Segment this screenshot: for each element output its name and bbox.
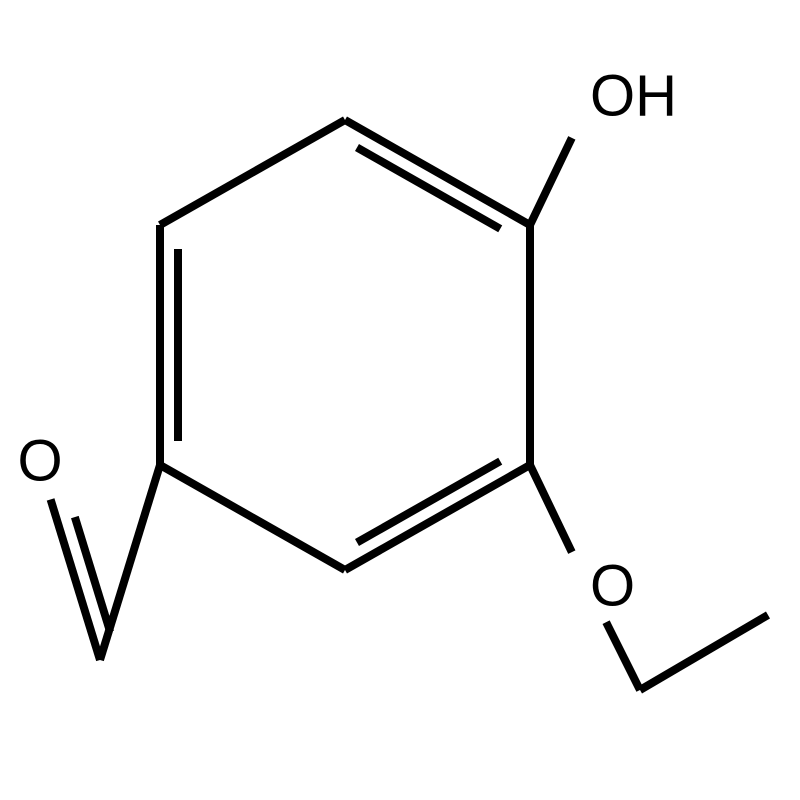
bond-c5-c6 — [345, 465, 530, 570]
bond-c6-c1 — [160, 465, 345, 570]
atom-label-oet: O — [590, 553, 635, 618]
bond-c5-c6-inner — [357, 461, 500, 542]
bond-cho_c-cho_o-inner — [75, 517, 110, 632]
bond-c3-c4-inner — [357, 148, 500, 229]
atom-labels-layer: OH O O — [17, 63, 677, 618]
bond-c3-c4 — [345, 120, 530, 225]
atom-label-cho_o: O — [17, 428, 62, 493]
bond-c2-c3 — [160, 120, 345, 225]
bond-c5-oet — [530, 465, 572, 552]
bond-oet-et1 — [606, 622, 640, 690]
atom-label-oh: OH — [590, 63, 677, 128]
bonds-layer — [51, 120, 768, 690]
bond-et1-et2 — [640, 615, 768, 690]
molecule-diagram: OH O O — [0, 0, 800, 800]
bond-c4-oh — [530, 138, 572, 225]
